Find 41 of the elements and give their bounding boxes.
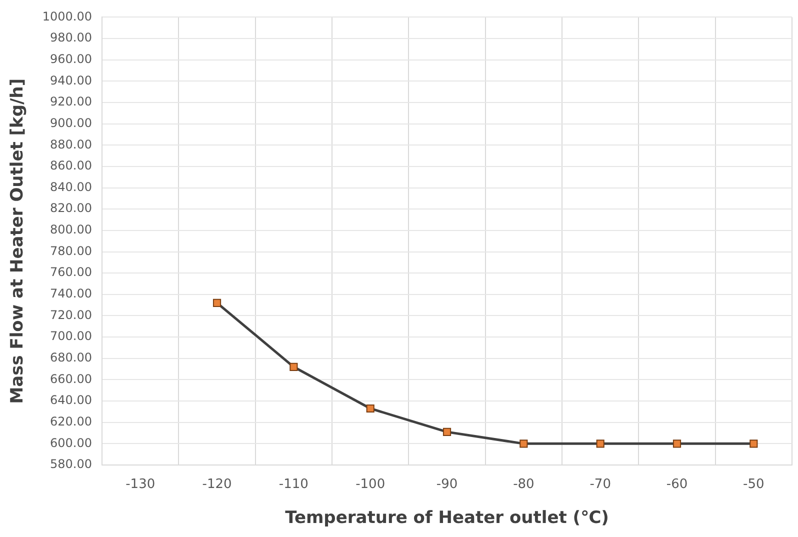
point [596, 440, 604, 448]
y-tick-label: 680.00 [50, 350, 92, 365]
y-tick-label: 580.00 [50, 457, 92, 472]
point [672, 440, 682, 448]
y-tick-label: 620.00 [50, 414, 92, 428]
point [750, 440, 758, 448]
x-tick-label: -80 [513, 477, 534, 492]
y-tick-label: 800.00 [50, 222, 92, 237]
y-tick-label: 840.00 [50, 180, 92, 194]
point [442, 428, 452, 436]
y-tick-label: 600.00 [50, 436, 92, 450]
y-axis-title: Mass Flow at Heater Outlet [kg/h] [8, 78, 28, 404]
x-tick-label: -60 [666, 477, 688, 492]
y-tick-label: 1000.00 [42, 9, 92, 24]
x-tick-label: -100 [356, 477, 386, 492]
y-tick-label: 780.00 [50, 244, 92, 258]
y-tick-label: 760.00 [50, 265, 92, 280]
x-tick-label: -90 [436, 477, 458, 492]
y-tick-label: 920.00 [50, 94, 92, 109]
y-tick-label: 860.00 [50, 158, 92, 173]
x-tick-label: -120 [202, 477, 232, 492]
x-tick-label: -110 [278, 477, 308, 492]
y-tick-label: 820.00 [50, 201, 92, 216]
y-tick-label: 740.00 [50, 286, 92, 301]
point [520, 440, 528, 448]
x-tick-label: -50 [743, 477, 764, 492]
x-tick-label: -70 [590, 477, 611, 492]
y-tick-label: 980.00 [50, 30, 92, 45]
y-tick-label: 700.00 [50, 329, 92, 344]
y-tick-label: 900.00 [50, 116, 92, 130]
y-tick-label: 660.00 [50, 372, 92, 386]
x-axis-title: Temperature of Heater outlet (℃) [285, 508, 609, 528]
x-tick-label: -130 [126, 477, 156, 492]
point [212, 298, 222, 307]
point [290, 362, 298, 371]
y-tick-label: 720.00 [50, 308, 92, 322]
point [366, 404, 374, 413]
y-tick-label: 880.00 [50, 137, 92, 152]
y-tick-label: 940.00 [50, 73, 92, 88]
y-tick-label: 960.00 [50, 52, 92, 66]
y-tick-label: 640.00 [50, 393, 92, 408]
